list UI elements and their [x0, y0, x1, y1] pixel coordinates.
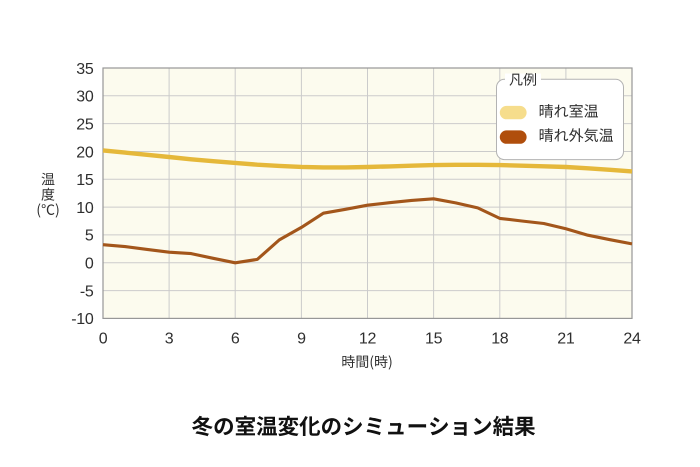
svg-text:-5: -5	[80, 283, 94, 300]
svg-text:-10: -10	[71, 311, 94, 328]
svg-text:30: 30	[76, 89, 94, 106]
svg-text:25: 25	[76, 116, 94, 133]
svg-text:21: 21	[557, 331, 575, 348]
svg-text:18: 18	[491, 331, 509, 348]
svg-text:24: 24	[623, 331, 641, 348]
svg-text:6: 6	[231, 331, 240, 348]
svg-text:9: 9	[297, 331, 306, 348]
svg-text:35: 35	[76, 61, 94, 78]
svg-text:0: 0	[99, 331, 108, 348]
svg-text:5: 5	[85, 228, 94, 245]
svg-text:15: 15	[425, 331, 443, 348]
svg-text:3: 3	[165, 331, 174, 348]
svg-text:10: 10	[76, 200, 94, 217]
svg-text:15: 15	[76, 172, 94, 189]
svg-text:12: 12	[359, 331, 377, 348]
svg-text:20: 20	[76, 144, 94, 161]
svg-text:0: 0	[85, 256, 94, 273]
